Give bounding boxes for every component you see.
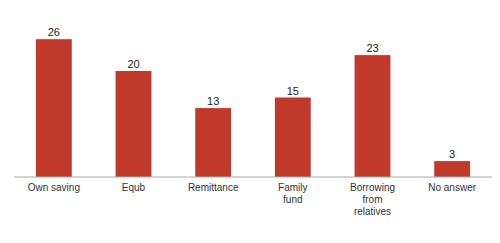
- x-tick-label-line: fund: [283, 194, 302, 205]
- x-tick-label: Borrowingfromrelatives: [350, 182, 395, 217]
- x-tick-label: Equb: [122, 182, 146, 193]
- bar: [116, 71, 152, 177]
- data-label: 3: [449, 148, 455, 160]
- data-labels: 26 20 13 15 23 3: [48, 26, 456, 160]
- bar: [434, 161, 470, 177]
- x-tick-label-line: Own saving: [28, 182, 80, 193]
- bar: [195, 108, 231, 177]
- chart: 26 20 13 15 23 3 Own saving Equb Remittance Famil…: [0, 0, 500, 243]
- x-tick-label: Familyfund: [278, 182, 307, 205]
- data-label: 26: [48, 26, 60, 38]
- x-tick-label-line: Borrowing: [350, 182, 395, 193]
- x-tick-label-line: relatives: [354, 206, 391, 217]
- x-tick-label-line: No answer: [428, 182, 476, 193]
- data-label: 13: [207, 95, 219, 107]
- data-label: 23: [366, 42, 378, 54]
- chart-container: 26 20 13 15 23 3 Own saving Equb Remittance Famil…: [0, 0, 500, 243]
- bar: [275, 98, 311, 178]
- bar: [36, 39, 72, 177]
- bar: [355, 55, 391, 177]
- x-tick-label-line: Remittance: [188, 182, 239, 193]
- x-tick-label: Own saving: [28, 182, 80, 193]
- x-tick-labels: Own saving Equb Remittance Familyfund Borrow…: [28, 182, 477, 217]
- x-tick-label-line: Equb: [122, 182, 146, 193]
- data-label: 15: [287, 85, 299, 97]
- x-tick-label: No answer: [428, 182, 476, 193]
- bars: [36, 39, 470, 177]
- x-axis-line: [14, 177, 492, 178]
- x-tick-label: Remittance: [188, 182, 239, 193]
- x-tick-label-line: from: [363, 194, 383, 205]
- x-tick-label-line: Family: [278, 182, 307, 193]
- data-label: 20: [127, 58, 139, 70]
